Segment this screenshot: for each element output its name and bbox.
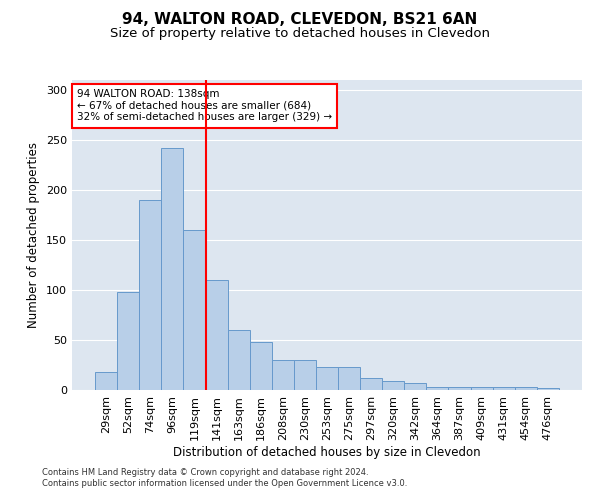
Bar — [161, 148, 184, 390]
Bar — [360, 378, 382, 390]
X-axis label: Distribution of detached houses by size in Clevedon: Distribution of detached houses by size … — [173, 446, 481, 458]
Text: 94, WALTON ROAD, CLEVEDON, BS21 6AN: 94, WALTON ROAD, CLEVEDON, BS21 6AN — [122, 12, 478, 28]
Bar — [272, 360, 294, 390]
Bar — [470, 387, 493, 390]
Bar — [427, 387, 448, 390]
Bar — [537, 388, 559, 390]
Bar — [404, 383, 427, 390]
Bar — [250, 342, 272, 390]
Bar — [316, 367, 338, 390]
Bar — [382, 381, 404, 390]
Bar — [206, 280, 227, 390]
Text: Contains HM Land Registry data © Crown copyright and database right 2024.
Contai: Contains HM Land Registry data © Crown c… — [42, 468, 407, 487]
Bar — [117, 292, 139, 390]
Bar — [294, 360, 316, 390]
Bar — [95, 372, 117, 390]
Bar — [493, 387, 515, 390]
Bar — [184, 230, 206, 390]
Bar — [515, 387, 537, 390]
Bar — [227, 330, 250, 390]
Text: 94 WALTON ROAD: 138sqm
← 67% of detached houses are smaller (684)
32% of semi-de: 94 WALTON ROAD: 138sqm ← 67% of detached… — [77, 90, 332, 122]
Text: Size of property relative to detached houses in Clevedon: Size of property relative to detached ho… — [110, 28, 490, 40]
Bar — [139, 200, 161, 390]
Y-axis label: Number of detached properties: Number of detached properties — [28, 142, 40, 328]
Bar — [338, 367, 360, 390]
Bar — [448, 387, 470, 390]
